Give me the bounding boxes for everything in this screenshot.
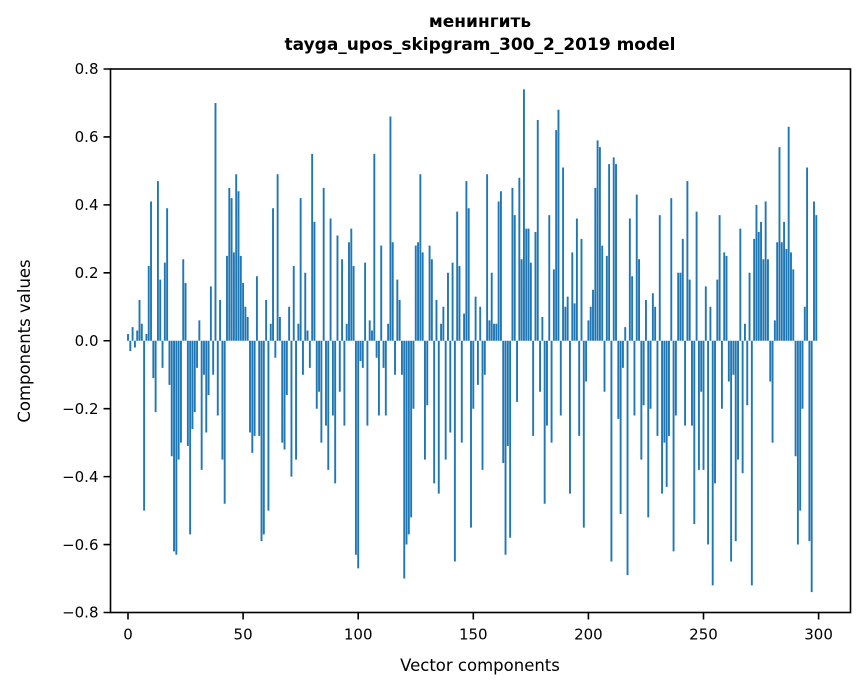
x-tick-label: 100 bbox=[344, 626, 373, 644]
bars-series bbox=[127, 89, 818, 593]
y-tick-label: −0.8 bbox=[62, 604, 98, 622]
y-tick-label: −0.6 bbox=[62, 536, 98, 554]
y-tick-label: 0.2 bbox=[75, 264, 99, 282]
y-axis-label: Components values bbox=[15, 259, 34, 422]
axes-layer bbox=[103, 68, 852, 620]
y-tick-label: 0.8 bbox=[75, 60, 99, 78]
tick-labels-layer: −0.8 −0.6 −0.4 −0.2 0.0 0.2 0.4 0.6 0.8 0 50 100 150… bbox=[62, 60, 833, 643]
y-tick-label: 0.0 bbox=[75, 332, 99, 350]
x-tick-label: 250 bbox=[689, 626, 718, 644]
bars-layer bbox=[127, 89, 818, 593]
tick-marks bbox=[103, 68, 820, 620]
chart-subtitle: tayga_upos_skipgram_300_2_2019 model bbox=[285, 35, 676, 55]
x-tick-label: 200 bbox=[574, 626, 603, 644]
chart-title: менингить bbox=[429, 12, 531, 32]
x-tick-label: 150 bbox=[459, 626, 488, 644]
x-axis-label: Vector components bbox=[400, 656, 560, 675]
y-tick-label: −0.2 bbox=[62, 400, 98, 418]
y-tick-label: 0.4 bbox=[75, 196, 99, 214]
x-tick-label: 0 bbox=[123, 626, 133, 644]
x-tick-label: 300 bbox=[804, 626, 833, 644]
x-tick-label: 50 bbox=[234, 626, 253, 644]
y-tick-label: 0.6 bbox=[75, 128, 99, 146]
y-tick-label: −0.4 bbox=[62, 468, 98, 486]
